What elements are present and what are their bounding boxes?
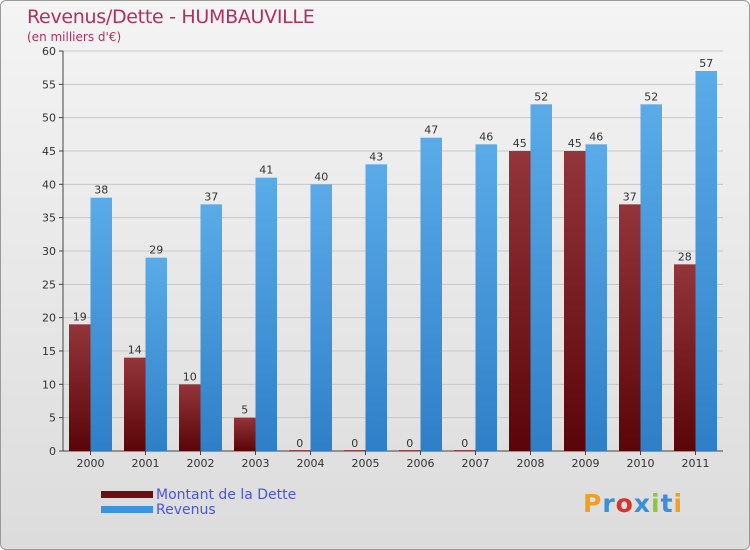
data-label: 52 — [534, 90, 548, 103]
legend: Montant de la Dette Revenus — [101, 486, 297, 518]
data-label: 52 — [644, 90, 658, 103]
x-tick-label: 2009 — [572, 457, 600, 470]
data-label: 46 — [589, 130, 603, 143]
bar-revenus — [640, 104, 662, 451]
chart-subtitle: (en milliers d'€) — [27, 30, 122, 44]
logo-letter: r — [602, 489, 616, 518]
y-tick-label: 35 — [42, 212, 56, 225]
bar-debt — [619, 204, 641, 451]
legend-item-debt: Montant de la Dette — [101, 486, 297, 503]
bar-debt — [234, 417, 256, 451]
data-label: 19 — [73, 310, 87, 323]
data-label: 57 — [699, 57, 713, 70]
bar-revenus — [695, 71, 717, 451]
bar-debt — [344, 450, 366, 451]
data-label: 41 — [259, 164, 273, 177]
bar-revenus — [310, 184, 332, 452]
bar-revenus — [475, 144, 497, 452]
data-label: 38 — [94, 184, 108, 197]
legend-swatch-revenus — [101, 506, 153, 513]
data-label: 46 — [479, 130, 493, 143]
bar-debt — [289, 450, 311, 451]
y-tick-label: 40 — [42, 178, 56, 191]
data-label: 40 — [314, 170, 328, 183]
logo-letter: t — [660, 489, 674, 518]
data-label: 0 — [406, 437, 413, 450]
bar-debt — [564, 151, 586, 451]
bar-revenus — [365, 164, 387, 452]
data-label: 28 — [678, 250, 692, 263]
y-tick-label: 20 — [42, 312, 56, 325]
data-label: 5 — [241, 404, 248, 417]
x-tick-label: 2011 — [682, 457, 710, 470]
y-tick-label: 15 — [42, 345, 56, 358]
y-tick-label: 5 — [49, 412, 56, 425]
y-tick-label: 25 — [42, 278, 56, 291]
bar-debt — [674, 264, 696, 451]
data-label: 0 — [351, 437, 358, 450]
bar-debt — [179, 384, 201, 451]
y-tick-label: 0 — [49, 445, 56, 458]
bar-debt — [509, 151, 531, 451]
logo-letter: x — [633, 489, 651, 518]
bar-revenus — [200, 204, 222, 451]
logo-letter: P — [583, 489, 603, 518]
y-tick-label: 55 — [42, 78, 56, 91]
data-label: 37 — [204, 190, 218, 203]
bar-revenus — [145, 257, 167, 451]
logo-letter: i — [651, 489, 661, 518]
x-tick-label: 2001 — [132, 457, 160, 470]
bar-debt — [124, 357, 146, 451]
bar-revenus — [585, 144, 607, 452]
chart-title: Revenus/Dette - HUMBAUVILLE — [27, 6, 315, 28]
logo-letter: o — [615, 489, 634, 518]
data-label: 10 — [183, 370, 197, 383]
data-label: 43 — [369, 150, 383, 163]
bar-revenus — [530, 104, 552, 451]
data-label: 0 — [461, 437, 468, 450]
x-tick-label: 2005 — [352, 457, 380, 470]
x-tick-label: 2006 — [407, 457, 435, 470]
bar-debt — [399, 450, 421, 451]
legend-label-revenus: Revenus — [156, 501, 216, 518]
y-tick-label: 60 — [42, 45, 56, 58]
data-label: 29 — [149, 244, 163, 257]
x-tick-label: 2008 — [517, 457, 545, 470]
data-label: 45 — [513, 137, 527, 150]
bar-debt — [69, 324, 91, 451]
x-tick-label: 2010 — [627, 457, 655, 470]
bar-revenus — [90, 197, 112, 451]
legend-swatch-debt — [101, 491, 153, 498]
bar-revenus — [255, 177, 277, 451]
data-label: 45 — [568, 137, 582, 150]
y-tick-label: 45 — [42, 145, 56, 158]
legend-label-debt: Montant de la Dette — [156, 486, 297, 503]
data-label: 14 — [128, 344, 142, 357]
legend-item-revenus: Revenus — [101, 501, 296, 518]
data-label: 47 — [424, 124, 438, 137]
data-label: 0 — [296, 437, 303, 450]
bar-revenus — [420, 137, 442, 451]
x-tick-label: 2003 — [242, 457, 270, 470]
y-tick-label: 10 — [42, 378, 56, 391]
y-tick-label: 50 — [42, 112, 56, 125]
bar-debt — [454, 450, 476, 451]
x-tick-label: 2007 — [462, 457, 490, 470]
data-label: 37 — [623, 190, 637, 203]
y-tick-label: 30 — [42, 245, 56, 258]
x-tick-label: 2000 — [77, 457, 105, 470]
x-tick-label: 2002 — [187, 457, 215, 470]
logo-letter: i — [673, 489, 684, 518]
x-tick-label: 2004 — [297, 457, 325, 470]
proxiti-logo: Proxiti — [583, 489, 683, 518]
